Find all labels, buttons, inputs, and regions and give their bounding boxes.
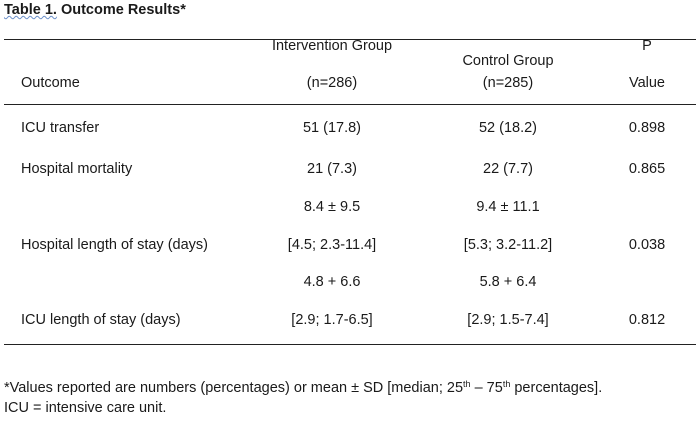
row-icu-los-control-median: [2.9; 1.5-7.4] — [467, 312, 549, 328]
row-mortality-intervention: 21 (7.3) — [307, 161, 357, 177]
footnote-sup-a: th — [463, 379, 471, 389]
header-intervention-n: (n=286) — [306, 75, 358, 91]
header-rule — [4, 104, 696, 105]
row-hospital-los-p: 0.038 — [628, 237, 666, 253]
footnote-text-a: *Values reported are numbers (percentage… — [4, 380, 464, 396]
row-mortality-p: 0.865 — [628, 161, 666, 177]
footnote-sup-b: th — [502, 379, 511, 389]
row-icu-los-control-mean: 5.8 + 6.4 — [479, 274, 537, 290]
header-p: P — [642, 38, 652, 54]
top-rule — [4, 39, 696, 40]
row-icu-transfer-p: 0.898 — [628, 120, 666, 136]
row-hospital-los-intervention-median: [4.5; 2.3-11.4] — [287, 237, 377, 253]
row-icu-los-intervention-mean: 4.8 + 6.6 — [303, 274, 361, 290]
footnote-text-b: – 75 — [470, 380, 503, 396]
row-hospital-los-control-median: [5.3; 3.2-11.2] — [463, 237, 553, 253]
table-title-text: Outcome Results* — [60, 2, 186, 18]
row-mortality-control: 22 (7.7) — [483, 161, 533, 177]
header-outcome: Outcome — [21, 75, 80, 91]
row-mortality-outcome: Hospital mortality — [21, 161, 133, 177]
row-hospital-los-intervention-mean: 8.4 ± 9.5 — [303, 199, 361, 215]
row-icu-transfer-intervention: 51 (17.8) — [302, 120, 362, 136]
header-control-n: (n=285) — [482, 75, 534, 91]
row-hospital-los-control-mean: 9.4 ± 11.1 — [476, 199, 540, 215]
footnote-line-1: *Values reported are numbers (percentage… — [4, 379, 603, 397]
header-p-value: Value — [628, 75, 666, 91]
row-icu-transfer-control: 52 (18.2) — [478, 120, 538, 136]
footnote-text-c: percentages]. — [510, 380, 603, 396]
header-intervention-title: Intervention Group — [271, 38, 393, 54]
table-number: Table 1. — [4, 2, 57, 18]
row-icu-los-outcome: ICU length of stay (days) — [21, 312, 181, 328]
row-icu-transfer-outcome: ICU transfer — [21, 120, 100, 136]
footnote-line-2: ICU = intensive care unit. — [4, 400, 167, 416]
table-title: Table 1. Outcome Results* — [4, 2, 186, 18]
bottom-rule — [4, 344, 696, 345]
row-icu-los-p: 0.812 — [628, 312, 666, 328]
header-control-title: Control Group — [462, 53, 554, 69]
row-hospital-los-outcome: Hospital length of stay (days) — [21, 237, 208, 253]
row-icu-los-intervention-median: [2.9; 1.7-6.5] — [291, 312, 373, 328]
